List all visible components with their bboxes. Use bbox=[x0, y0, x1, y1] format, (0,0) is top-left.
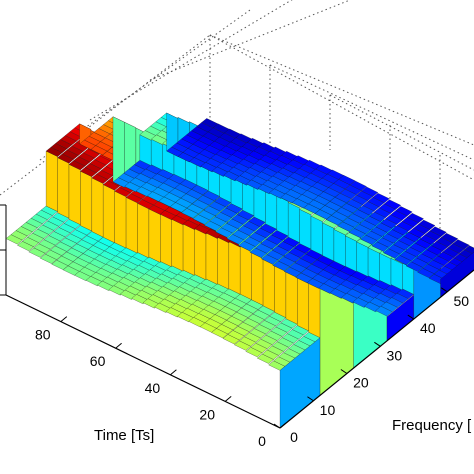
surface-cell bbox=[464, 245, 474, 255]
step-wall bbox=[333, 229, 346, 267]
surface-cell bbox=[406, 213, 424, 223]
frequency-tick-mark bbox=[307, 396, 314, 402]
step-wall bbox=[80, 171, 92, 232]
frequency-axis-label: Frequency [ bbox=[392, 417, 472, 434]
frequency-tick-label: 20 bbox=[353, 375, 369, 391]
time-tick-label: 80 bbox=[35, 327, 51, 343]
step-wall bbox=[125, 197, 138, 254]
step-wall bbox=[228, 241, 241, 295]
step-wall bbox=[137, 203, 150, 259]
step-wall bbox=[148, 208, 161, 263]
z-axis bbox=[0, 204, 7, 296]
surface-cell bbox=[395, 206, 413, 217]
frequency-tick-mark bbox=[374, 341, 381, 347]
step-wall bbox=[217, 236, 229, 290]
frequency-tick-mark bbox=[273, 423, 281, 429]
step-wall bbox=[276, 195, 289, 237]
step-wall bbox=[194, 228, 207, 281]
frequency-tick-label: 10 bbox=[320, 402, 336, 418]
surface-cell bbox=[372, 193, 390, 203]
surface-cell bbox=[361, 186, 379, 197]
step-wall bbox=[103, 184, 115, 244]
time-tick-label: 60 bbox=[90, 353, 106, 369]
time-axis: 0 20 40 60 80 bbox=[35, 316, 287, 449]
time-tick-mark bbox=[60, 316, 68, 322]
step-wall bbox=[299, 209, 312, 250]
step-wall bbox=[288, 202, 300, 243]
step-wall bbox=[240, 245, 252, 300]
step-wall bbox=[57, 157, 70, 219]
frequency-axis: 0 10 20 30 40 50 bbox=[273, 287, 469, 445]
surface-cell bbox=[349, 180, 367, 191]
surface-cell bbox=[452, 239, 470, 250]
frequency-tick-mark bbox=[407, 314, 415, 320]
surface-cell bbox=[429, 226, 447, 237]
step-wall bbox=[345, 235, 357, 272]
frequency-tick-label: 50 bbox=[453, 293, 469, 309]
time-tick-mark bbox=[170, 369, 177, 376]
time-tick-mark bbox=[115, 342, 122, 349]
time-tick-mark bbox=[279, 422, 287, 429]
time-tick-mark bbox=[224, 396, 232, 402]
surface-bands bbox=[5, 112, 474, 429]
frequency-tick-label: 0 bbox=[290, 429, 298, 445]
step-wall bbox=[68, 164, 81, 225]
time-tick-label: 0 bbox=[258, 433, 266, 449]
frequency-tick-mark bbox=[340, 369, 348, 374]
surface-cell bbox=[441, 233, 459, 244]
time-tick-label: 40 bbox=[145, 380, 161, 396]
frequency-tick-label: 30 bbox=[387, 347, 403, 363]
axes-lines bbox=[5, 269, 474, 429]
step-wall bbox=[91, 177, 104, 238]
step-wall bbox=[310, 215, 323, 256]
step-wall bbox=[45, 150, 58, 212]
time-tick-label: 20 bbox=[199, 406, 215, 422]
time-axis-label: Time [Ts] bbox=[94, 427, 154, 444]
step-wall bbox=[182, 223, 195, 276]
step-wall bbox=[160, 214, 172, 268]
step-wall bbox=[367, 247, 380, 282]
step-wall bbox=[114, 190, 127, 249]
step-wall bbox=[356, 241, 369, 277]
step-wall bbox=[171, 219, 184, 272]
front-wall bbox=[440, 251, 474, 298]
surface-cell bbox=[418, 219, 436, 230]
frequency-tick-mark bbox=[440, 287, 448, 293]
step-wall bbox=[322, 222, 335, 262]
step-wall bbox=[205, 232, 218, 285]
frequency-tick-label: 40 bbox=[420, 320, 436, 336]
surface-cell bbox=[384, 199, 402, 210]
